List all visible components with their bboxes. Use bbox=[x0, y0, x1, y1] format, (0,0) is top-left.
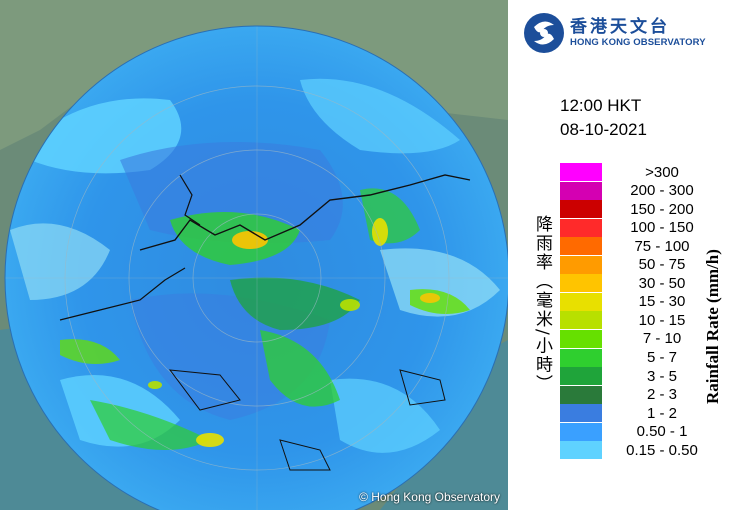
legend-label: 50 - 75 bbox=[638, 256, 686, 274]
legend-label: 15 - 30 bbox=[638, 293, 686, 311]
legend-swatch bbox=[560, 292, 602, 311]
legend-label: 5 - 7 bbox=[646, 349, 677, 366]
legend-label: 2 - 3 bbox=[646, 386, 677, 404]
legend-swatch bbox=[560, 218, 602, 237]
radar-image bbox=[0, 0, 508, 510]
legend-swatch bbox=[560, 422, 602, 441]
legend-label: 3 - 5 bbox=[646, 367, 677, 385]
legend-label: 75 - 100 bbox=[634, 237, 690, 255]
legend-label: >300 bbox=[645, 163, 679, 181]
legend-swatch bbox=[560, 404, 602, 423]
legend-swatch bbox=[560, 200, 602, 219]
legend-label: 0.15 - 0.50 bbox=[626, 441, 698, 459]
legend-swatch bbox=[560, 274, 602, 293]
legend-swatch bbox=[560, 237, 602, 256]
timestamp-date: 08-10-2021 bbox=[560, 120, 647, 139]
legend-label: 7 - 10 bbox=[642, 330, 682, 348]
legend-label: 10 - 15 bbox=[638, 311, 686, 329]
logo-english: HONG KONG OBSERVATORY bbox=[570, 37, 706, 48]
legend-swatch bbox=[560, 255, 602, 274]
legend-swatch bbox=[560, 329, 602, 349]
legend-swatch bbox=[560, 181, 602, 200]
timestamp-time: 12:00 HKT bbox=[560, 96, 642, 115]
legend-swatch bbox=[560, 163, 602, 182]
legend-label: 150 - 200 bbox=[630, 200, 694, 218]
legend-swatch bbox=[560, 441, 602, 460]
legend-label: 30 - 50 bbox=[638, 274, 686, 292]
coastline bbox=[139, 174, 471, 251]
legend-label: 0.50 - 1 bbox=[636, 423, 688, 441]
legend-swatch bbox=[560, 385, 602, 404]
copyright-text: © Hong Kong Observatory bbox=[359, 490, 500, 504]
legend-title-chinese: 降雨率（毫米/小時） bbox=[532, 215, 552, 394]
hko-logo: 香港天文台 HONG KONG OBSERVATORY bbox=[522, 8, 727, 58]
logo-chinese: 香港天文台 bbox=[570, 17, 670, 37]
legend-swatch bbox=[560, 348, 602, 367]
legend-label: 1 - 2 bbox=[646, 404, 677, 422]
hko-logo-icon bbox=[524, 13, 564, 53]
legend-swatch bbox=[560, 367, 602, 386]
radar-coverage bbox=[5, 26, 508, 510]
land-area bbox=[0, 0, 508, 150]
radar-map: © Hong Kong Observatory bbox=[0, 0, 508, 510]
legend-label: 100 - 150 bbox=[630, 219, 694, 237]
timestamp: 12:00 HKT 08-10-2021 bbox=[560, 94, 647, 142]
legend-label: 200 - 300 bbox=[630, 182, 694, 200]
legend-swatch bbox=[560, 311, 602, 330]
